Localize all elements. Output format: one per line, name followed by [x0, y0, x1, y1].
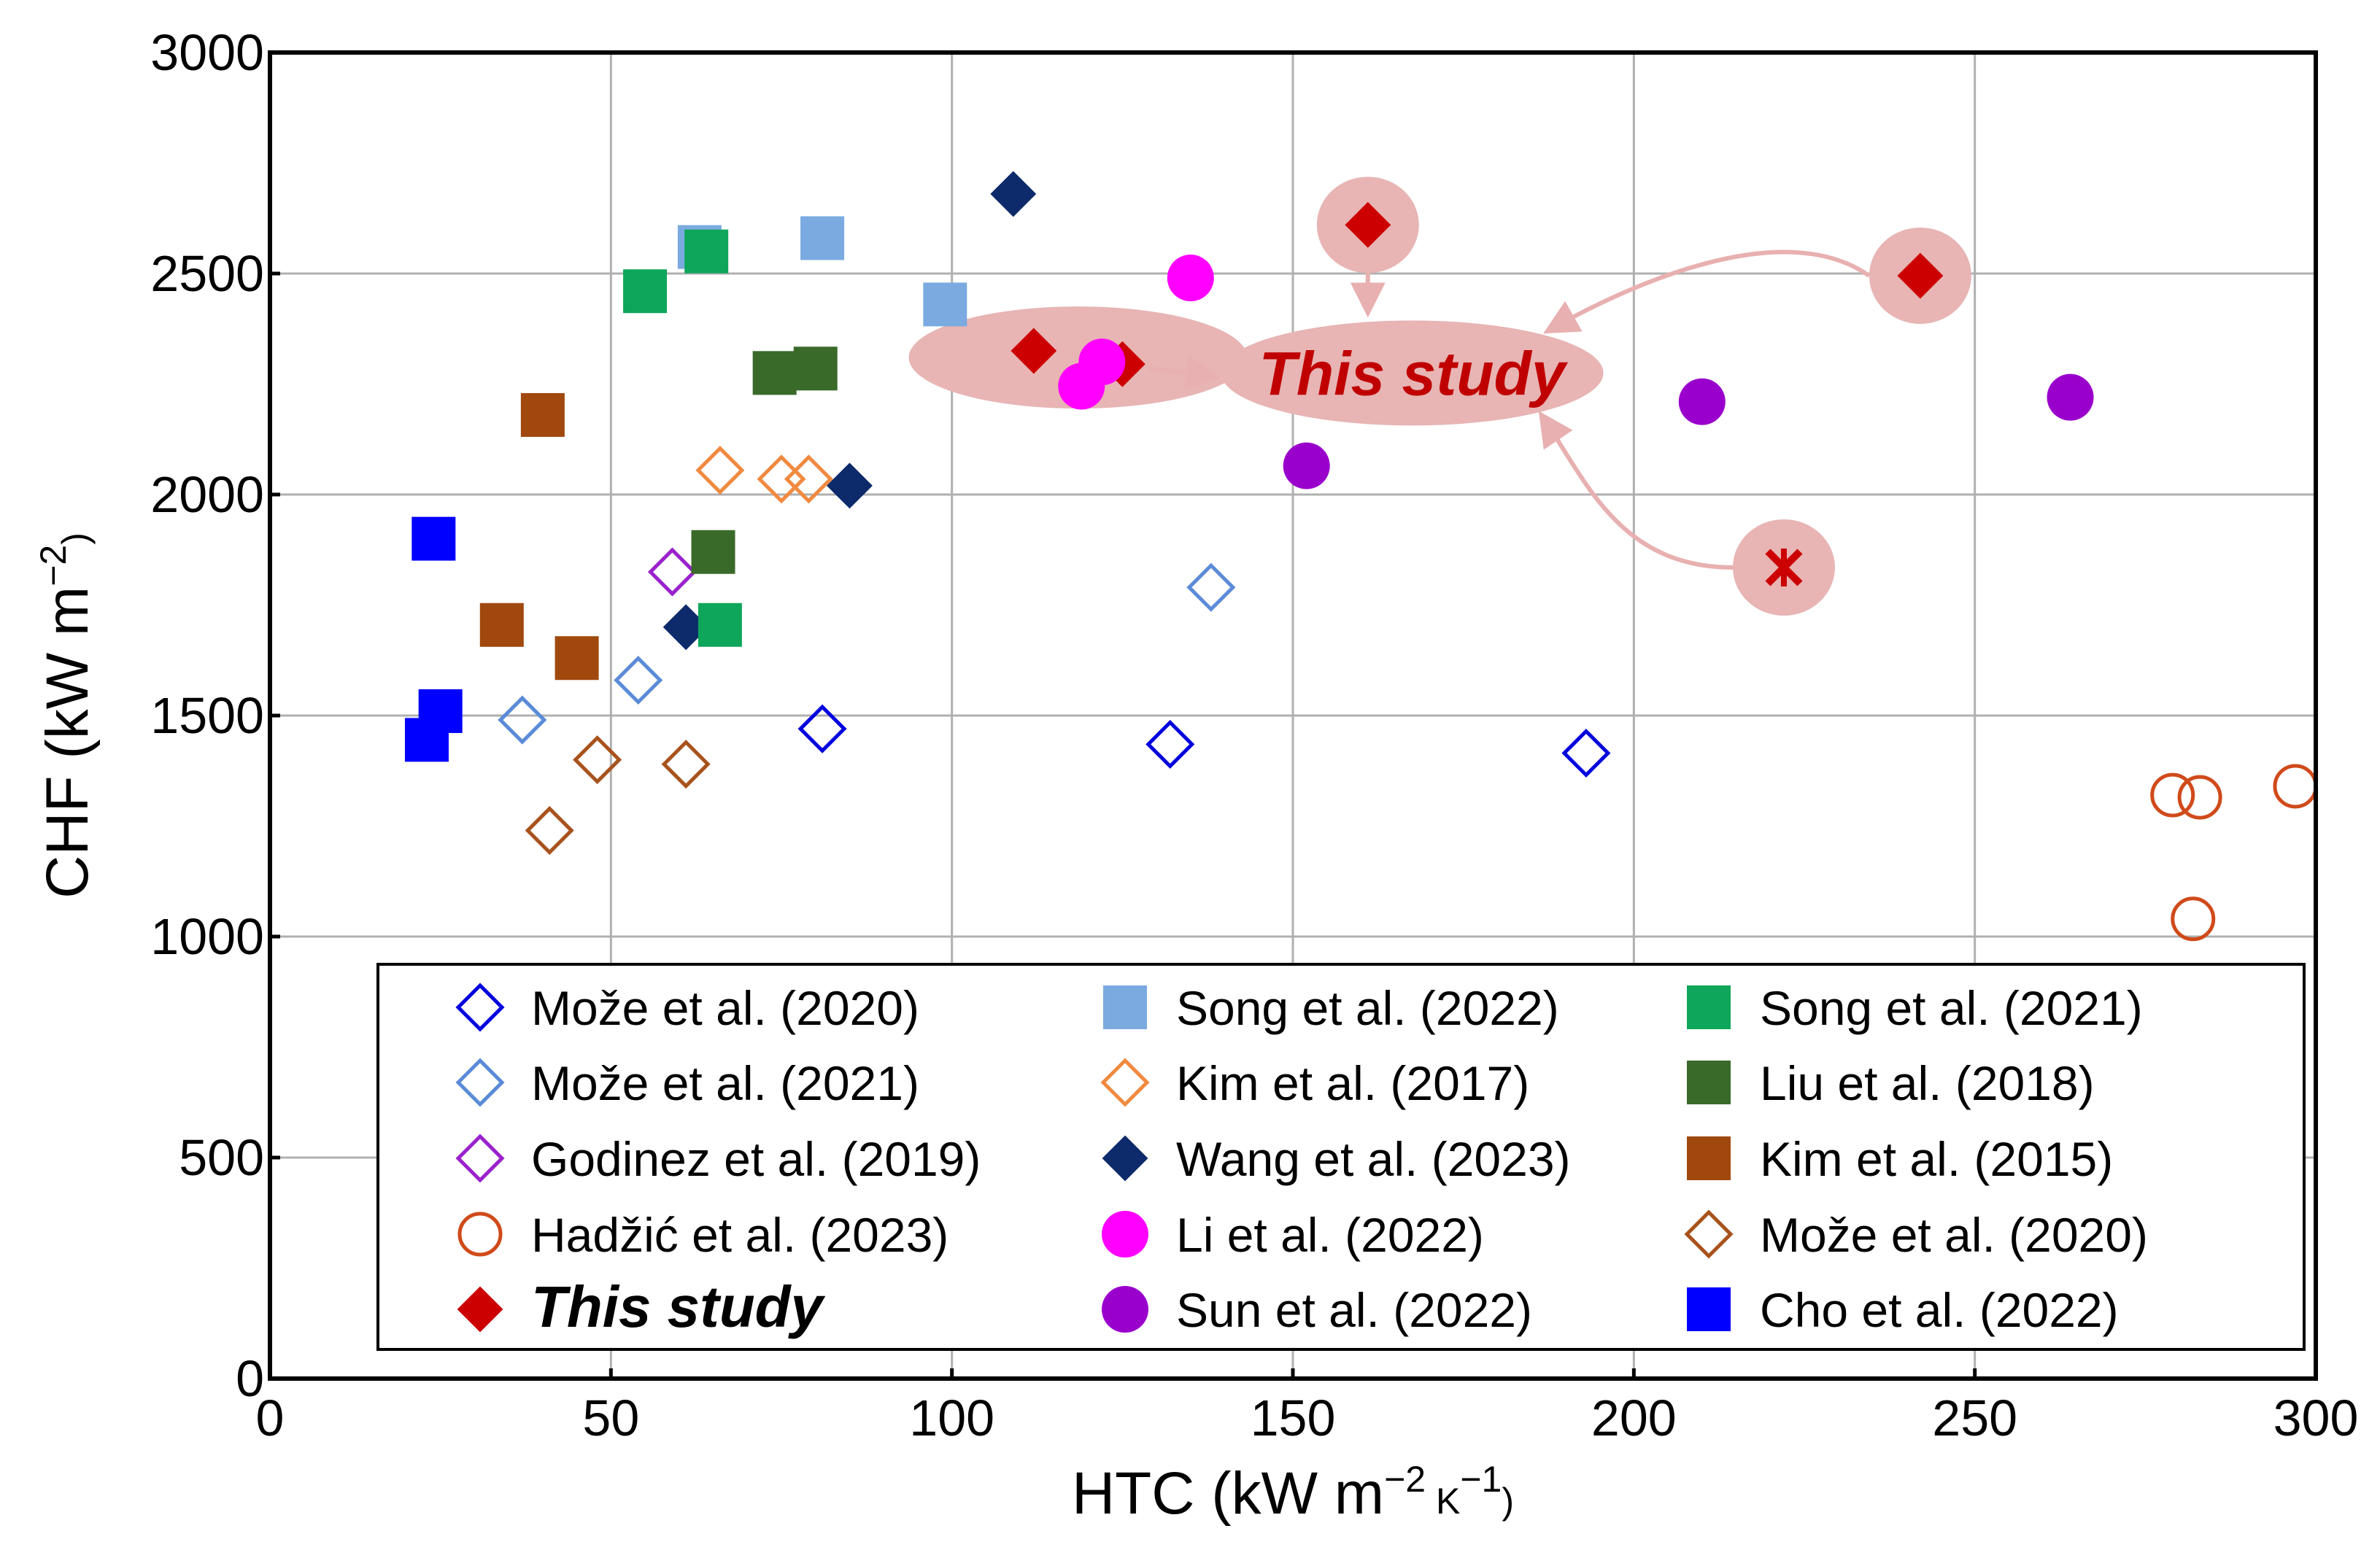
- legend-marker: [1687, 1287, 1731, 1331]
- y-axis-label: CHF (kW m−2): [33, 532, 101, 899]
- data-point: [695, 446, 745, 495]
- data-point: [1897, 252, 1944, 299]
- data-point: [923, 282, 967, 327]
- y-tick-label: 0: [236, 1350, 264, 1407]
- data-point: [498, 695, 547, 745]
- highlight-ellipse: [908, 306, 1248, 409]
- data-point: [784, 454, 833, 504]
- x-tick-label: 100: [909, 1390, 994, 1446]
- x-tick-label: 200: [1591, 1390, 1677, 1446]
- legend-marker: [457, 1286, 503, 1333]
- data-point: [990, 171, 1037, 217]
- legend-label: Wang et al. (2023): [1176, 1132, 1571, 1186]
- legend-marker: [457, 1212, 503, 1257]
- legend-label: Kim et al. (2015): [1760, 1132, 2113, 1186]
- x-tick-label: 300: [2273, 1390, 2359, 1446]
- legend: Može et al. (2020) Može et al. (2021) Godi…: [376, 963, 2306, 1351]
- y-tick-label: 1000: [150, 908, 264, 965]
- data-point: [1345, 201, 1391, 248]
- data-point: [698, 602, 742, 647]
- legend-label: Song et al. (2021): [1760, 981, 2143, 1035]
- annotation: This study: [1149, 249, 1871, 570]
- data-points: [404, 171, 2318, 942]
- legend-label: Godinez et al. (2019): [531, 1132, 981, 1186]
- data-point: [2047, 373, 2094, 421]
- data-point: [827, 462, 873, 509]
- arrow-right: [1543, 249, 1871, 334]
- legend-label: Sun et al. (2022): [1176, 1283, 1532, 1337]
- legend-marker: [1102, 1211, 1148, 1258]
- data-point: [684, 229, 729, 274]
- this-study-annotation: This study: [1259, 339, 1569, 408]
- legend-label: Liu et al. (2018): [1760, 1056, 2095, 1110]
- legend-marker: [455, 1134, 505, 1183]
- y-tick-label: 1500: [150, 687, 264, 744]
- legend-marker: [1684, 1209, 1734, 1259]
- data-point: [525, 806, 574, 856]
- legend-marker: [1100, 1058, 1150, 1107]
- data-point: [647, 547, 697, 597]
- data-point: [479, 602, 524, 647]
- legend-marker: [455, 983, 505, 1032]
- legend-label: This study: [531, 1274, 826, 1339]
- legend-box: [376, 963, 2306, 1351]
- arrow-bottom: [1538, 411, 1733, 570]
- data-point: [404, 718, 449, 762]
- data-point: [520, 392, 565, 437]
- legend-marker: [1102, 1286, 1148, 1333]
- data-point: [800, 216, 845, 260]
- data-point: [1145, 719, 1195, 769]
- data-point: [1167, 255, 1214, 302]
- data-point: [1186, 562, 1236, 612]
- data-point: [573, 735, 622, 785]
- legend-marker: [1687, 1136, 1731, 1180]
- y-tick-label: 2500: [150, 245, 264, 302]
- axes: 0 50 100 150 200 250 3000500100015002000250030…: [33, 24, 2358, 1527]
- legend-label: Kim et al. (2017): [1176, 1056, 1529, 1110]
- data-point: [1058, 363, 1105, 410]
- legend-marker: [1102, 1135, 1148, 1182]
- legend-label: Može et al. (2020): [531, 981, 919, 1035]
- arrow-left: [1149, 355, 1221, 390]
- data-point: [2273, 764, 2318, 809]
- legend-marker: [1687, 1061, 1731, 1104]
- data-point: [2171, 896, 2216, 942]
- y-tick-label: 500: [179, 1129, 264, 1186]
- data-point: [412, 516, 456, 561]
- data-point: [1011, 328, 1057, 374]
- legend-label: Može et al. (2020): [1760, 1208, 2148, 1262]
- data-point: [1561, 728, 1611, 778]
- x-tick-label: 150: [1251, 1390, 1336, 1446]
- data-point: [752, 351, 797, 395]
- legend-label: Li et al. (2022): [1176, 1208, 1484, 1262]
- legend-marker: [1687, 985, 1731, 1029]
- data-point: [2177, 775, 2222, 820]
- data-point-cross: [1765, 548, 1803, 586]
- data-point: [555, 636, 599, 681]
- data-point: [614, 655, 663, 705]
- data-point: [691, 530, 735, 574]
- legend-label: Cho et al. (2022): [1760, 1283, 2119, 1337]
- legend-label: Song et al. (2022): [1176, 981, 1559, 1035]
- x-tick-label: 50: [582, 1390, 639, 1446]
- y-tick-label: 3000: [150, 24, 264, 81]
- legend-marker: [1103, 985, 1147, 1029]
- legend-label: Može et al. (2021): [531, 1056, 919, 1110]
- x-tick-label: 250: [1932, 1390, 2017, 1446]
- x-axis-label: HTC (kW m−2 K−1): [1072, 1459, 1514, 1527]
- this-study-label-ellipse: [1221, 320, 1604, 426]
- legend-marker: [455, 1058, 505, 1107]
- data-point: [2150, 772, 2195, 818]
- legend-label: Hadžić et al. (2023): [531, 1208, 948, 1262]
- y-tick-label: 2000: [150, 466, 264, 523]
- data-point: [661, 740, 711, 789]
- data-point: [1283, 442, 1330, 489]
- x-tick-label: 0: [256, 1390, 285, 1446]
- data-point: [793, 346, 838, 391]
- data-point: [1678, 378, 1726, 425]
- data-point: [623, 269, 668, 314]
- data-point: [797, 704, 847, 753]
